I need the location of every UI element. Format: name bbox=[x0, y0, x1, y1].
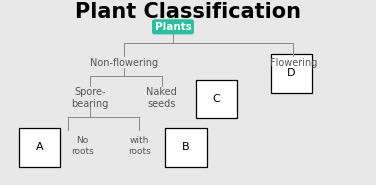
Text: Flowering: Flowering bbox=[270, 58, 317, 68]
Text: Plants: Plants bbox=[155, 22, 191, 32]
Text: D: D bbox=[287, 68, 296, 78]
FancyBboxPatch shape bbox=[196, 80, 237, 118]
Text: Plant Classification: Plant Classification bbox=[75, 2, 301, 22]
Text: Spore-
bearing: Spore- bearing bbox=[71, 87, 109, 109]
FancyBboxPatch shape bbox=[271, 54, 312, 92]
Text: Non-flowering: Non-flowering bbox=[90, 58, 158, 68]
Text: B: B bbox=[182, 142, 190, 152]
FancyBboxPatch shape bbox=[165, 128, 207, 166]
FancyBboxPatch shape bbox=[19, 128, 60, 166]
Text: Naked
seeds: Naked seeds bbox=[146, 87, 177, 109]
Text: C: C bbox=[212, 94, 220, 104]
Text: with
roots: with roots bbox=[128, 137, 150, 156]
Text: A: A bbox=[36, 142, 43, 152]
Text: No
roots: No roots bbox=[71, 137, 94, 156]
